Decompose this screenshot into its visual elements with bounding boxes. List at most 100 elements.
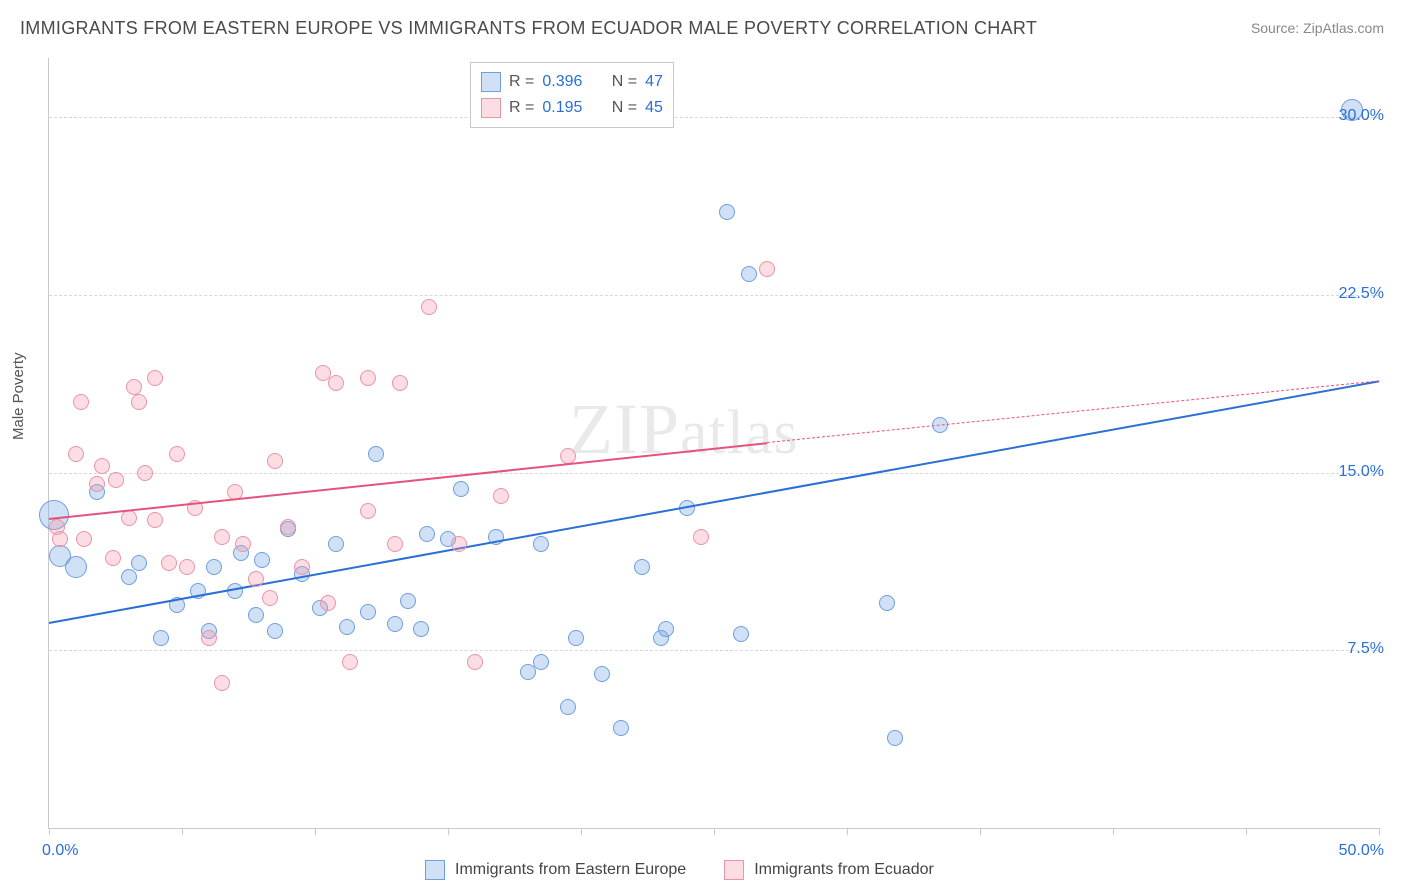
- data-point: [267, 453, 283, 469]
- data-point: [493, 488, 509, 504]
- data-point: [121, 569, 137, 585]
- x-tick: [847, 828, 848, 835]
- data-point: [533, 654, 549, 670]
- y-tick-label: 30.0%: [1339, 107, 1384, 125]
- data-point: [248, 571, 264, 587]
- legend-swatch: [425, 860, 445, 880]
- data-point: [453, 481, 469, 497]
- data-point: [613, 720, 629, 736]
- data-point: [634, 559, 650, 575]
- data-point: [467, 654, 483, 670]
- x-tick: [1113, 828, 1114, 835]
- data-point: [328, 536, 344, 552]
- data-point: [421, 299, 437, 315]
- data-point: [169, 446, 185, 462]
- x-tick: [581, 828, 582, 835]
- legend-row: R = 0.195 N = 45: [481, 95, 663, 121]
- legend-r-value: 0.396: [542, 73, 582, 91]
- x-axis-min-label: 0.0%: [42, 842, 78, 860]
- data-point: [360, 503, 376, 519]
- trend-line: [49, 380, 1379, 624]
- source-label: Source: ZipAtlas.com: [1251, 20, 1384, 36]
- legend-n-value: 45: [645, 99, 663, 117]
- legend-n-label: N =: [612, 73, 637, 91]
- legend-r-label: R =: [509, 73, 534, 91]
- y-axis-label: Male Poverty: [10, 352, 27, 440]
- legend-n-label: N =: [612, 99, 637, 117]
- x-axis-max-label: 50.0%: [1339, 842, 1384, 860]
- data-point: [201, 630, 217, 646]
- data-point: [533, 536, 549, 552]
- data-point: [214, 675, 230, 691]
- data-point: [206, 559, 222, 575]
- chart-title: IMMIGRANTS FROM EASTERN EUROPE VS IMMIGR…: [20, 18, 1037, 39]
- data-point: [73, 394, 89, 410]
- data-point: [328, 375, 344, 391]
- data-point: [76, 531, 92, 547]
- data-point: [147, 512, 163, 528]
- data-point: [320, 595, 336, 611]
- data-point: [254, 552, 270, 568]
- data-point: [741, 266, 757, 282]
- legend-series-label: Immigrants from Eastern Europe: [455, 861, 686, 879]
- trend-line: [49, 442, 767, 520]
- data-point: [105, 550, 121, 566]
- watermark-atlas: atlas: [680, 399, 799, 467]
- correlation-legend: R = 0.396 N = 47 R = 0.195 N = 45: [470, 62, 674, 128]
- data-point: [147, 370, 163, 386]
- x-tick: [49, 828, 50, 835]
- trend-line-dashed: [767, 380, 1379, 443]
- data-point: [387, 536, 403, 552]
- legend-swatch: [481, 72, 501, 92]
- data-point: [360, 370, 376, 386]
- gridline-h: [49, 117, 1379, 118]
- data-point: [368, 446, 384, 462]
- data-point: [560, 699, 576, 715]
- data-point: [568, 630, 584, 646]
- x-tick: [315, 828, 316, 835]
- data-point: [68, 446, 84, 462]
- data-point: [339, 619, 355, 635]
- y-tick-label: 22.5%: [1339, 285, 1384, 303]
- data-point: [161, 555, 177, 571]
- legend-r-value: 0.195: [542, 99, 582, 117]
- data-point: [131, 394, 147, 410]
- x-tick: [980, 828, 981, 835]
- x-tick: [182, 828, 183, 835]
- data-point: [693, 529, 709, 545]
- legend-series-label: Immigrants from Ecuador: [754, 861, 934, 879]
- data-point: [137, 465, 153, 481]
- data-point: [248, 607, 264, 623]
- gridline-h: [49, 473, 1379, 474]
- legend-swatch: [481, 98, 501, 118]
- series-legend: Immigrants from Eastern Europe Immigrants…: [425, 860, 962, 880]
- data-point: [400, 593, 416, 609]
- x-tick: [1379, 828, 1380, 835]
- legend-r-label: R =: [509, 99, 534, 117]
- data-point: [387, 616, 403, 632]
- x-tick: [714, 828, 715, 835]
- x-tick: [448, 828, 449, 835]
- data-point: [153, 630, 169, 646]
- data-point: [235, 536, 251, 552]
- data-point: [108, 472, 124, 488]
- gridline-h: [49, 650, 1379, 651]
- plot-area: ZIPatlas: [48, 58, 1379, 829]
- data-point: [342, 654, 358, 670]
- data-point: [719, 204, 735, 220]
- data-point: [214, 529, 230, 545]
- data-point: [733, 626, 749, 642]
- data-point: [759, 261, 775, 277]
- data-point: [179, 559, 195, 575]
- data-point: [294, 559, 310, 575]
- data-point: [887, 730, 903, 746]
- y-tick-label: 15.0%: [1339, 463, 1384, 481]
- data-point: [65, 556, 87, 578]
- data-point: [419, 526, 435, 542]
- data-point: [280, 519, 296, 535]
- data-point: [392, 375, 408, 391]
- data-point: [658, 621, 674, 637]
- legend-swatch: [724, 860, 744, 880]
- data-point: [94, 458, 110, 474]
- data-point: [451, 536, 467, 552]
